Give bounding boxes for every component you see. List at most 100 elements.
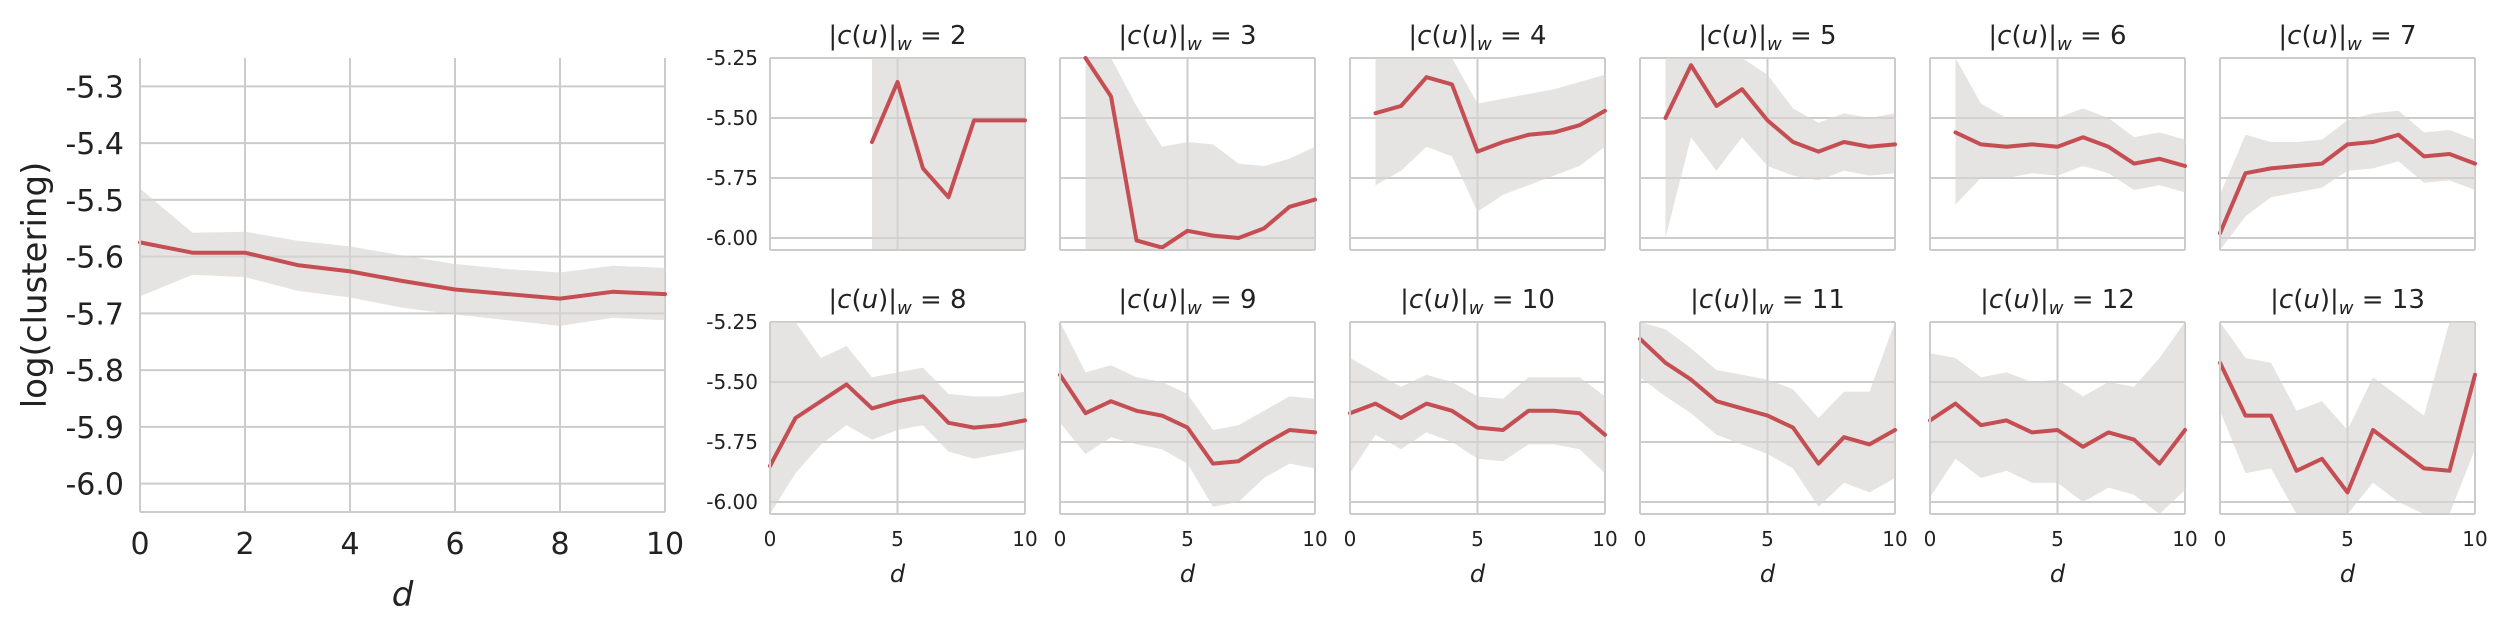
confidence-band [1955, 58, 2185, 205]
x-axis-label: d [1760, 560, 1776, 588]
title-part: = 5 [1782, 21, 1837, 51]
title-part: | [1988, 21, 1997, 51]
x-tick-label: 0 [1924, 527, 1937, 551]
y-tick-label: -5.75 [706, 430, 758, 454]
series-line [1373, 75, 1607, 154]
series-line [1638, 336, 1897, 466]
title-part: )| [2038, 21, 2057, 51]
title-part: | [1408, 21, 1417, 51]
y-tick-label: -6.0 [65, 468, 124, 503]
y-tick-label: -6.00 [706, 226, 758, 250]
title-part: )| [2320, 285, 2339, 315]
title-part: = 3 [1202, 21, 1257, 51]
y-tick-label: -5.3 [65, 70, 124, 105]
panel-w5: |c(u)|w = 5 [1639, 21, 1897, 251]
title-part: ( [851, 21, 861, 51]
title-part: w [2057, 34, 2072, 55]
title-part: c [1417, 21, 1431, 51]
title-part: )| [1748, 21, 1767, 51]
panel-title: |c(u)|w = 4 [1408, 21, 1546, 55]
title-part: c [1707, 21, 1721, 51]
panel-w11: 0 5 10 d |c(u)|w = 11 [1634, 285, 1908, 588]
title-part: u [2303, 285, 2319, 315]
title-part: u [1433, 285, 1449, 315]
title-part: )| [1458, 21, 1477, 51]
title-part: w [2339, 298, 2354, 319]
title-part: = 13 [2353, 285, 2424, 315]
title-part: )| [1168, 285, 1187, 315]
title-part: u [2022, 21, 2038, 51]
panel-title: |c(u)|w = 8 [828, 285, 966, 319]
panel-w8: 0 5 10 d -5.25 -5.50 -5.75 -6.00 |c(u)|w = 8 [706, 285, 1037, 588]
title-part: | [1690, 285, 1699, 315]
x-axis-label: d [2340, 560, 2356, 588]
title-part: c [1989, 285, 2003, 315]
title-part: w [2049, 298, 2064, 319]
title-part: u [862, 285, 878, 315]
title-part: = 11 [1773, 285, 1844, 315]
title-part: ( [2293, 285, 2303, 315]
title-part: | [2278, 21, 2287, 51]
title-part: | [1118, 285, 1127, 315]
x-tick-label: 10 [1882, 527, 1907, 551]
y-tick-label: -5.8 [65, 354, 124, 389]
title-part: = 2 [912, 21, 967, 51]
title-part: c [2287, 21, 2301, 51]
series-line [1348, 401, 1607, 437]
panel-w4: |c(u)|w = 4 [1349, 21, 1607, 251]
confidence-band [1085, 58, 1315, 250]
panel-title: |c(u)|w = 2 [828, 21, 966, 55]
y-axis-label: log(clustering) [15, 162, 55, 409]
confidence-band [1060, 322, 1315, 507]
title-part: | [828, 285, 837, 315]
x-tick-label: 10 [2172, 527, 2197, 551]
title-part: u [2013, 285, 2029, 315]
x-axis-label: d [1180, 560, 1196, 588]
title-part: )| [1740, 285, 1759, 315]
title-part: )| [878, 21, 897, 51]
title-part: w [1187, 298, 1202, 319]
panel-w2: -5.25 -5.50 -5.75 -6.00 |c(u)|w = 2 [706, 21, 1027, 251]
x-tick-label: 10 [1302, 527, 1327, 551]
title-part: | [1400, 285, 1409, 315]
title-part: w [897, 298, 912, 319]
title-part: u [2312, 21, 2328, 51]
x-tick-label: 8 [550, 527, 569, 562]
panel-w3: |c(u)|w = 3 [1059, 21, 1317, 251]
x-tick-label: 5 [2051, 527, 2064, 551]
series-line [870, 80, 1027, 200]
title-part: u [1732, 21, 1748, 51]
title-part: w [1477, 34, 1492, 55]
title-part: u [1152, 285, 1168, 315]
y-tick-label: -5.25 [706, 310, 758, 334]
title-part: u [1442, 21, 1458, 51]
y-tick-label: -6.00 [706, 490, 758, 514]
title-part: | [2270, 285, 2279, 315]
series-line [1058, 372, 1317, 466]
panel-overall: 0 2 4 6 8 10 d -5.3 -5.4 -5.5 -5.6 -5.7 -5.8 -5.9 -6.0… [15, 58, 684, 615]
x-tick-label: 0 [2214, 527, 2227, 551]
title-part: )| [1450, 285, 1469, 315]
title-part: = 6 [2072, 21, 2127, 51]
title-part: | [828, 21, 837, 51]
x-tick-label: 4 [340, 527, 359, 562]
title-part: = 10 [1483, 285, 1554, 315]
series-line [2218, 132, 2477, 236]
series-line [2218, 360, 2477, 495]
confidence-band [872, 58, 1025, 250]
x-tick-label: 6 [445, 527, 464, 562]
panel-title: |c(u)|w = 10 [1400, 285, 1555, 319]
x-tick-label: 0 [764, 527, 777, 551]
x-tick-label: 10 [1012, 527, 1037, 551]
title-part: ( [2011, 21, 2021, 51]
confidence-band [140, 188, 665, 326]
y-tick-label: -5.50 [706, 106, 758, 130]
x-tick-label: 10 [2462, 527, 2487, 551]
title-part: = 9 [1202, 285, 1257, 315]
title-part: ( [1713, 285, 1723, 315]
x-tick-label: 5 [2341, 527, 2354, 551]
x-tick-label: 0 [130, 527, 149, 562]
title-part: )| [878, 285, 897, 315]
title-part: ( [1431, 21, 1441, 51]
